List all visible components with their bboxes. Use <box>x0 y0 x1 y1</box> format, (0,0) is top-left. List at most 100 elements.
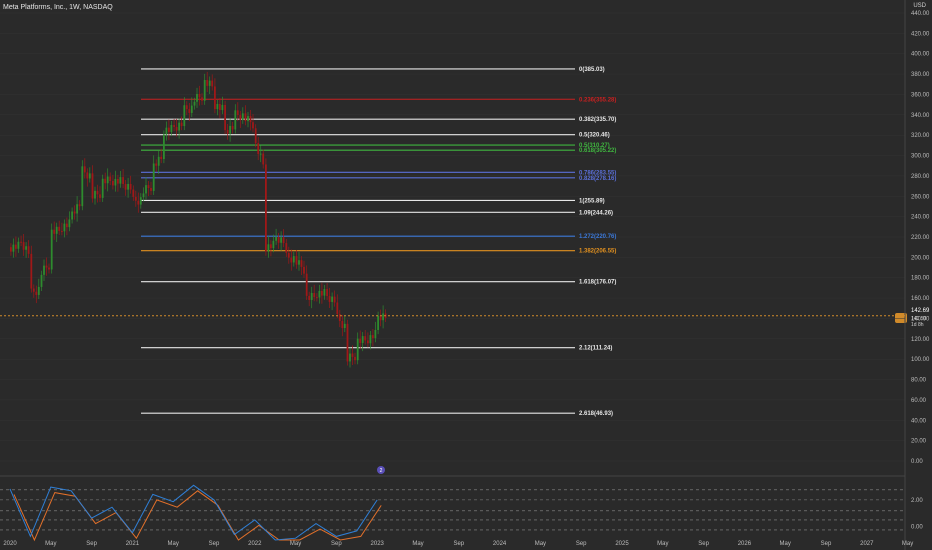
candle-body <box>214 86 216 110</box>
price-tick-label: 200.00 <box>911 255 930 261</box>
candle-body <box>150 188 152 191</box>
candle-body <box>96 190 99 195</box>
candle-body <box>145 185 147 194</box>
last-price-label: 142.69 <box>911 308 930 314</box>
price-tick-label: 340.00 <box>911 113 930 119</box>
candle-body <box>300 260 303 267</box>
time-tick-label: 2021 <box>126 541 140 547</box>
candle-body <box>175 127 178 131</box>
candle-body <box>359 338 362 343</box>
price-badge[interactable] <box>895 313 907 323</box>
time-tick-label: Sep <box>821 541 832 547</box>
price-tick-label: 400.00 <box>911 52 930 58</box>
time-tick-label: Sep <box>86 541 97 547</box>
candle-body <box>83 166 86 173</box>
time-tick-label: Sep <box>698 541 709 547</box>
stoch-d-line <box>13 490 382 542</box>
fib-label: 0.382(335.70) <box>579 117 616 123</box>
candle-body <box>61 230 63 232</box>
candle-body <box>122 177 124 185</box>
candle-body <box>183 105 186 127</box>
fib-label: 1.272(220.76) <box>579 234 616 240</box>
candle-body <box>173 125 175 128</box>
candle-body <box>12 244 15 252</box>
time-tick-label: May <box>168 541 179 547</box>
candle-body <box>188 109 191 113</box>
candle-body <box>241 113 244 120</box>
time-tick-label: May <box>45 541 56 547</box>
fib-label: 0.828(278.16) <box>579 176 616 182</box>
candle-body <box>226 130 229 134</box>
candle-body <box>170 125 173 132</box>
candle-body <box>331 296 333 302</box>
candle-body <box>43 265 45 275</box>
candle-body <box>354 356 356 361</box>
candle-body <box>71 211 73 220</box>
price-stack-1: 141.50 <box>911 316 927 322</box>
candle-body <box>361 336 364 343</box>
price-axis: 440.00 420.00 400.00 380.00 360.00 340.00 320.… <box>911 11 930 465</box>
time-tick-label: 2020 <box>3 541 17 547</box>
time-tick-label: May <box>535 541 546 547</box>
event-badge[interactable] <box>377 466 385 474</box>
time-tick-label: 2022 <box>248 541 262 547</box>
price-tick-label: 420.00 <box>911 31 930 37</box>
time-tick-label: May <box>290 541 301 547</box>
candle-body <box>10 247 12 252</box>
candle-body <box>267 244 270 252</box>
stochastic-panel: 2.00 0.00 <box>0 484 923 542</box>
candle-body <box>76 204 78 214</box>
stoch-tick-label: 2.00 <box>911 498 923 504</box>
candle-body <box>104 178 107 184</box>
candle-body <box>30 253 33 289</box>
candle-body <box>137 200 140 205</box>
chart-title: Meta Platforms, Inc., 1W, NASDAQ <box>3 4 113 11</box>
candle-body <box>254 128 257 144</box>
time-tick-label: 2025 <box>615 541 629 547</box>
candle-body <box>165 127 168 135</box>
candle-body <box>20 241 22 243</box>
candle-body <box>180 122 183 127</box>
candle-body <box>272 240 275 249</box>
candle-body <box>323 289 326 296</box>
price-tick-label: 440.00 <box>911 11 930 17</box>
candle-body <box>63 223 66 232</box>
candle-body <box>168 127 170 132</box>
candle-body <box>86 172 89 179</box>
candle-body <box>208 80 211 86</box>
price-tick-label: 20.00 <box>911 439 927 445</box>
candle-body <box>139 197 142 205</box>
candle-body <box>257 143 260 154</box>
candle-body <box>285 243 288 253</box>
candle-body <box>252 122 254 129</box>
time-tick-label: Sep <box>209 541 220 547</box>
candle-body <box>247 116 249 122</box>
candle-body <box>155 163 158 166</box>
candle-body <box>201 97 203 101</box>
candles <box>10 71 387 368</box>
fib-label: 2.618(46.93) <box>579 411 613 417</box>
grid <box>0 0 906 550</box>
event-badge-label: 2 <box>380 468 383 474</box>
candle-body <box>198 93 201 98</box>
candle-body <box>219 103 221 111</box>
candle-body <box>338 313 341 321</box>
candle-body <box>193 101 196 106</box>
candle-body <box>328 296 331 302</box>
candle-body <box>282 237 285 244</box>
candle-body <box>231 125 234 130</box>
candle-body <box>262 153 265 165</box>
candle-body <box>377 315 379 331</box>
fib-label: 1.382(206.55) <box>579 249 616 255</box>
candle-body <box>68 219 71 228</box>
candle-body <box>91 173 94 199</box>
candle-body <box>270 244 272 249</box>
candle-body <box>58 226 61 231</box>
fib-label: 0.5(310.27) <box>579 143 610 149</box>
candle-body <box>303 266 305 274</box>
price-stack-2: 1d 8h <box>911 322 924 328</box>
candle-body <box>292 256 295 263</box>
time-tick-label: May <box>780 541 791 547</box>
candle-body <box>341 321 344 329</box>
